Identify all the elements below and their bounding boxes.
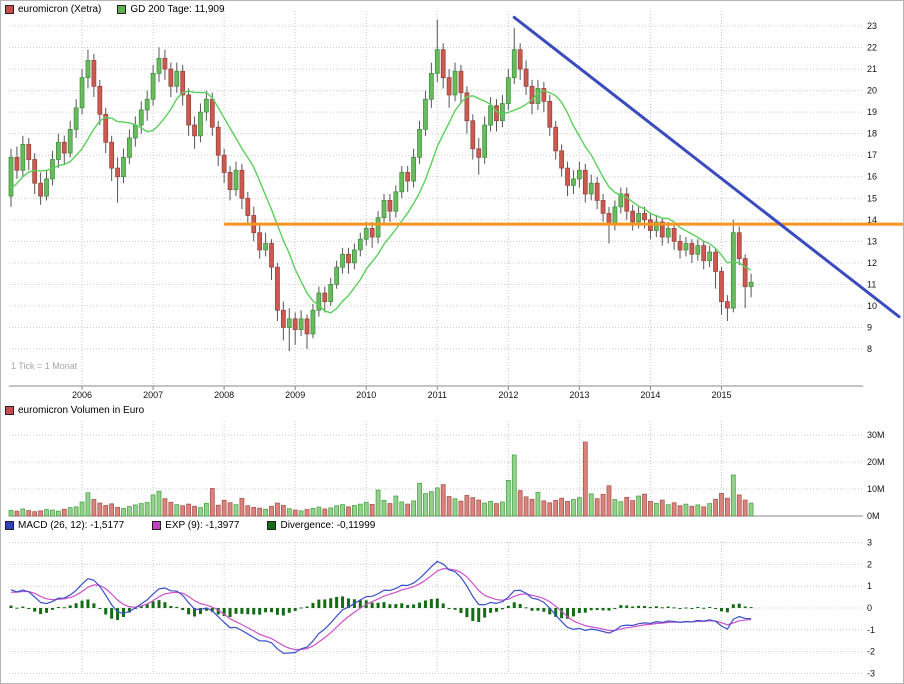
svg-text:-3: -3 [867,668,875,678]
svg-text:2006: 2006 [72,390,92,400]
volume-series-label: euromicron Volumen in Euro [18,405,145,416]
svg-text:2010: 2010 [356,390,376,400]
volume-series-legend-item: euromicron Volumen in Euro [5,405,144,416]
svg-text:8: 8 [867,344,872,354]
volume-swatch-icon [5,406,14,415]
svg-text:16: 16 [867,172,877,182]
svg-text:2: 2 [867,559,872,569]
svg-text:14: 14 [867,215,877,225]
svg-text:13: 13 [867,236,877,246]
svg-text:3: 3 [867,538,872,548]
macd-swatch-icon [5,521,14,530]
svg-text:2007: 2007 [143,390,163,400]
svg-text:21: 21 [867,64,877,74]
tick-scale-note: 1 Tick = 1 Monat [11,361,78,371]
gd200-label: GD 200 Tage: 11,909 [130,4,225,15]
svg-text:2014: 2014 [640,390,660,400]
svg-text:2013: 2013 [569,390,589,400]
price-panel-legend: euromicron (Xetra) GD 200 Tage: 11,909 [5,4,241,15]
svg-text:18: 18 [867,129,877,139]
red-series-swatch-icon [5,5,14,14]
svg-text:20M: 20M [867,457,885,467]
svg-text:-1: -1 [867,625,875,635]
svg-text:19: 19 [867,107,877,117]
svg-text:10: 10 [867,301,877,311]
divergence-legend-item: Divergence: -0,11999 [267,520,375,531]
svg-text:0: 0 [867,603,872,613]
svg-text:17: 17 [867,150,877,160]
svg-text:30M: 30M [867,430,885,440]
macd-signal-legend-item: EXP (9): -1,3977 [152,520,239,531]
svg-text:1: 1 [867,581,872,591]
divergence-swatch-icon [267,521,277,530]
signal-swatch-icon [152,521,162,530]
divergence-value-label: Divergence: -0,11999 [280,520,376,531]
volume-panel-legend: euromicron Volumen in Euro [5,405,160,416]
macd-panel: 3 2 1 0 -1 -2 -3 [9,538,875,678]
gd200-legend-item: GD 200 Tage: 11,909 [117,4,225,15]
svg-text:0M: 0M [867,511,880,521]
svg-text:10M: 10M [867,484,885,494]
svg-text:12: 12 [867,258,877,268]
svg-text:22: 22 [867,43,877,53]
svg-text:15: 15 [867,193,877,203]
volume-panel: 30M 20M 10M 0M [8,421,885,521]
macd-signal-value-label: EXP (9): -1,3977 [165,520,240,531]
svg-text:20: 20 [867,86,877,96]
svg-text:2012: 2012 [498,390,518,400]
price-series-label: euromicron (Xetra) [18,4,102,15]
svg-text:2009: 2009 [285,390,305,400]
macd-panel-legend: MACD (26, 12): -1,5177 EXP (9): -1,3977 … [5,520,403,531]
macd-value-label: MACD (26, 12): -1,5177 [18,520,125,531]
svg-text:9: 9 [867,322,872,332]
macd-legend-item: MACD (26, 12): -1,5177 [5,520,124,531]
svg-text:11: 11 [867,279,876,289]
svg-text:23: 23 [867,21,877,31]
green-series-swatch-icon [117,5,127,14]
svg-text:-2: -2 [867,647,875,657]
price-chart-panel: 23 22 21 20 19 18 17 16 15 14 13 12 11 10 9 8 2006 2007 20… [8,11,903,400]
price-series-legend-item: euromicron (Xetra) [5,4,101,15]
svg-text:2008: 2008 [214,390,234,400]
svg-text:2011: 2011 [428,390,447,400]
svg-text:2015: 2015 [711,390,731,400]
